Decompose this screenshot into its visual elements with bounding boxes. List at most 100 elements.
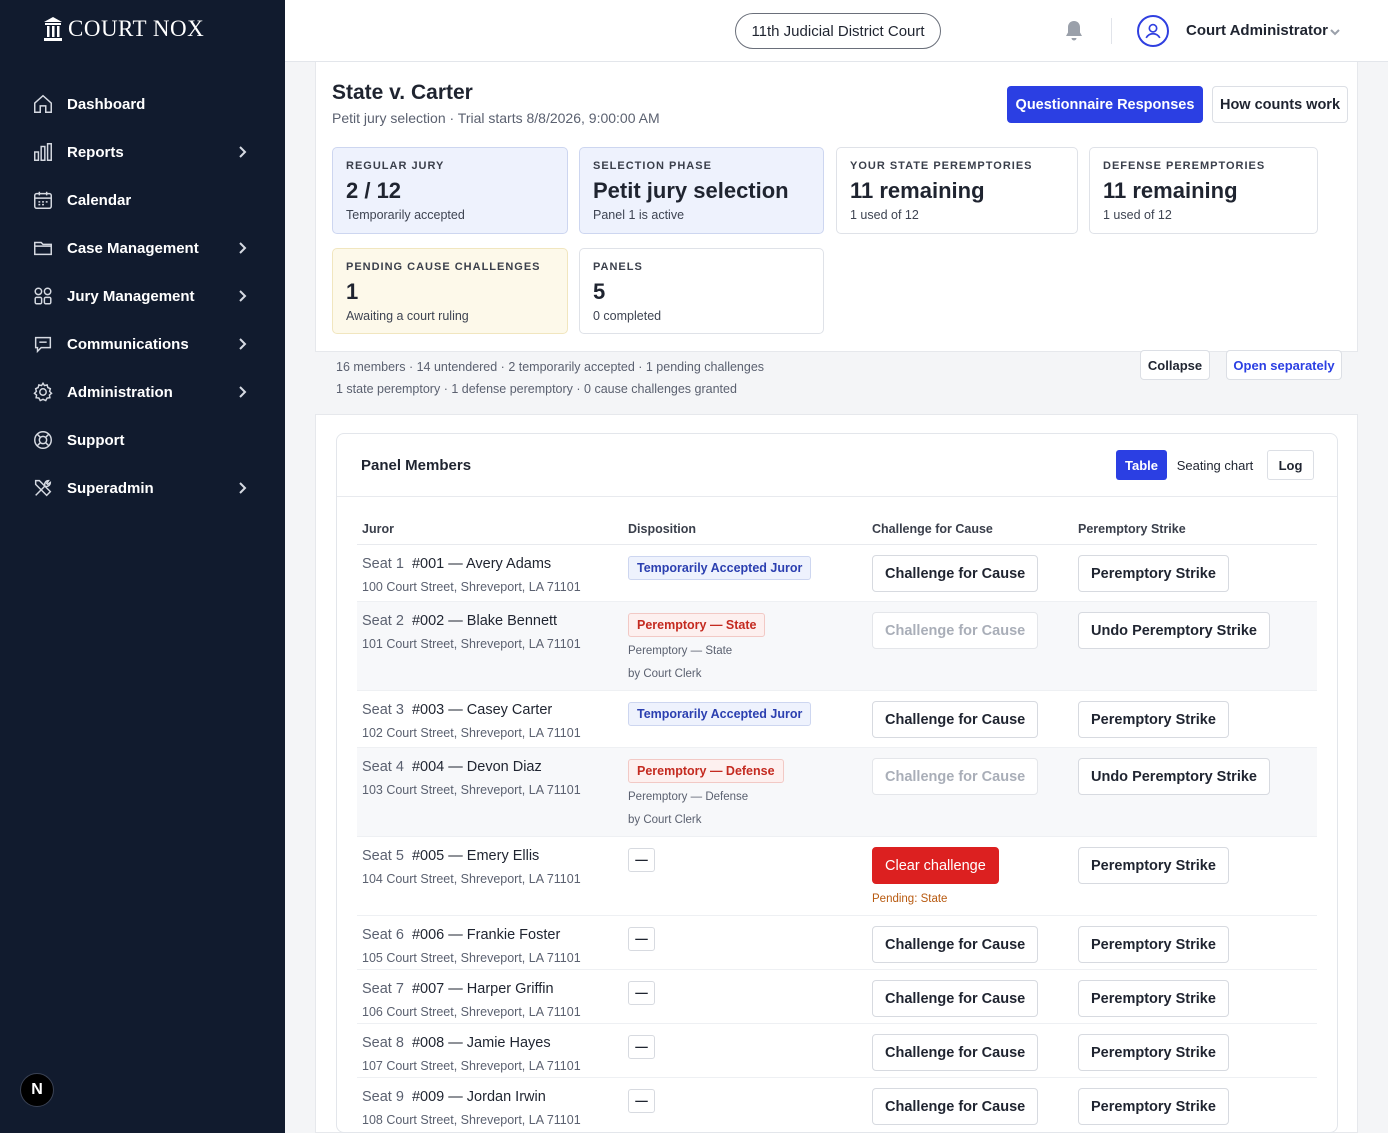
stat-regular-jury: REGULAR JURY 2 / 12 Temporarily accepted (332, 147, 568, 234)
peremptory-strike-button[interactable]: Peremptory Strike (1078, 1088, 1229, 1125)
sidebar-item-dashboard[interactable]: Dashboard (0, 80, 285, 128)
challenge-for-cause-button[interactable]: Challenge for Cause (872, 926, 1039, 963)
sidebar-item-reports[interactable]: Reports (0, 128, 285, 176)
peremptory-strike-button[interactable]: Peremptory Strike (1078, 847, 1229, 884)
chevron-right-icon (235, 145, 249, 159)
undo-peremptory-strike-button[interactable]: Undo Peremptory Strike (1078, 612, 1270, 649)
sidebar-item-calendar[interactable]: Calendar (0, 176, 285, 224)
sidebar-item-label: Administration (67, 383, 173, 401)
sidebar-item-case-management[interactable]: Case Management (0, 224, 285, 272)
juror-label: #009 — Jordan Irwin (411, 1089, 546, 1105)
column-header-juror: Juror (362, 522, 394, 536)
stat-label: YOUR STATE PEREMPTORIES (850, 160, 1033, 172)
peremptory-strike-button[interactable]: Peremptory Strike (1078, 1034, 1229, 1071)
juror-label: #008 — Jamie Hayes (411, 1035, 551, 1051)
tab-seating-chart[interactable]: Seating chart (1176, 457, 1254, 473)
panel-members-card: Panel Members Table Seating chart Log Ju… (336, 433, 1338, 1133)
disposition-badge: Peremptory — Defense (628, 759, 784, 783)
peremptory-strike-button[interactable]: Peremptory Strike (1078, 926, 1229, 963)
juror-label: #006 — Frankie Foster (411, 927, 561, 943)
stat-value: 1 (346, 279, 359, 304)
sidebar-item-label: Calendar (67, 191, 132, 209)
sidebar-item-administration[interactable]: Administration (0, 368, 285, 416)
court-selector[interactable]: 11th Judicial District Court (735, 13, 941, 49)
sidebar-item-label: Superadmin (67, 479, 154, 497)
stat-value: Petit jury selection (593, 178, 789, 203)
peremptory-strike-button[interactable]: Peremptory Strike (1078, 980, 1229, 1017)
juror-address: 106 Court Street, Shreveport, LA 71101 (362, 1005, 581, 1019)
stat-sub: Panel 1 is active (593, 208, 685, 222)
juror-label: #001 — Avery Adams (411, 556, 552, 572)
pillar-icon (44, 17, 62, 41)
challenge-for-cause-button[interactable]: Challenge for Cause (872, 1034, 1039, 1071)
sidebar-item-support[interactable]: Support (0, 416, 285, 464)
juror-name[interactable]: Seat 9 #009 — Jordan Irwin (362, 1089, 546, 1105)
grid-icon (31, 284, 55, 308)
challenge-for-cause-button[interactable]: Challenge for Cause (872, 612, 1039, 649)
challenge-for-cause-button[interactable]: Challenge for Cause (872, 758, 1039, 795)
juror-name[interactable]: Seat 4 #004 — Devon Diaz (362, 759, 542, 775)
disposition-by: by Court Clerk (628, 814, 702, 826)
stat-selection-phase: SELECTION PHASE Petit jury selection Pan… (579, 147, 824, 234)
stat-sub: 1 used of 12 (1103, 208, 1172, 222)
disposition-badge: Peremptory — State (628, 613, 766, 637)
challenge-for-cause-button[interactable]: Challenge for Cause (872, 980, 1039, 1017)
logo[interactable]: COURT NOX (42, 16, 204, 42)
juror-address: 100 Court Street, Shreveport, LA 71101 (362, 580, 581, 594)
juror-name[interactable]: Seat 3 #003 — Casey Carter (362, 702, 552, 718)
footer-badge[interactable]: N (20, 1073, 54, 1107)
seat-number: Seat 1 (362, 556, 404, 572)
challenge-for-cause-button[interactable]: Challenge for Cause (872, 701, 1039, 738)
undo-peremptory-strike-button[interactable]: Undo Peremptory Strike (1078, 758, 1270, 795)
bell-icon[interactable] (1063, 19, 1087, 43)
challenge-for-cause-button[interactable]: Challenge for Cause (872, 555, 1039, 592)
juror-name[interactable]: Seat 2 #002 — Blake Bennett (362, 613, 557, 629)
juror-name[interactable]: Seat 6 #006 — Frankie Foster (362, 927, 560, 943)
topbar: 11th Judicial District Court Court Admin… (285, 0, 1388, 62)
juror-address: 108 Court Street, Shreveport, LA 71101 (362, 1113, 581, 1127)
sidebar-item-communications[interactable]: Communications (0, 320, 285, 368)
juror-address: 103 Court Street, Shreveport, LA 71101 (362, 783, 581, 797)
sidebar-item-label: Jury Management (67, 287, 195, 305)
stat-label: PENDING CAUSE CHALLENGES (346, 261, 541, 273)
stat-pending-cause: PENDING CAUSE CHALLENGES 1 Awaiting a co… (332, 248, 568, 334)
juror-label: #004 — Devon Diaz (411, 759, 542, 775)
tab-table[interactable]: Table (1116, 450, 1167, 480)
juror-label: #002 — Blake Bennett (411, 613, 558, 629)
chevron-down-icon[interactable] (1329, 25, 1341, 37)
stat-value: 11 remaining (850, 178, 985, 203)
user-name[interactable]: Court Administrator (1186, 22, 1328, 39)
peremptory-strike-button[interactable]: Peremptory Strike (1078, 701, 1229, 738)
juror-name[interactable]: Seat 8 #008 — Jamie Hayes (362, 1035, 551, 1051)
juror-name[interactable]: Seat 7 #007 — Harper Griffin (362, 981, 554, 997)
how-counts-work-button[interactable]: How counts work (1212, 86, 1348, 123)
open-separately-button[interactable]: Open separately (1226, 350, 1342, 380)
challenge-for-cause-button[interactable]: Challenge for Cause (872, 1088, 1039, 1125)
juror-name[interactable]: Seat 1 #001 — Avery Adams (362, 556, 551, 572)
table-row: Seat 4 #004 — Devon Diaz 103 Court Street… (357, 748, 1317, 837)
juror-address: 107 Court Street, Shreveport, LA 71101 (362, 1059, 581, 1073)
juror-name[interactable]: Seat 5 #005 — Emery Ellis (362, 848, 539, 864)
brand-name: COURT NOX (68, 16, 205, 41)
table-row: Seat 8 #008 — Jamie Hayes 107 Court Stree… (357, 1024, 1317, 1078)
peremptory-strike-button[interactable]: Peremptory Strike (1078, 555, 1229, 592)
divider (357, 544, 1317, 545)
seat-number: Seat 2 (362, 613, 404, 629)
disposition-badge: — (628, 927, 655, 951)
clear-challenge-button[interactable]: Clear challenge (872, 847, 999, 884)
chevron-right-icon (235, 289, 249, 303)
column-header-disposition: Disposition (628, 522, 697, 536)
chevron-right-icon (235, 481, 249, 495)
sidebar-item-superadmin[interactable]: Superadmin (0, 464, 285, 512)
sidebar-item-jury-management[interactable]: Jury Management (0, 272, 285, 320)
seat-number: Seat 9 (362, 1089, 404, 1105)
seat-number: Seat 5 (362, 848, 404, 864)
sidebar-item-label: Communications (67, 335, 189, 353)
column-header-peremptory: Peremptory Strike (1078, 522, 1186, 536)
questionnaire-responses-button[interactable]: Questionnaire Responses (1007, 86, 1203, 123)
tab-log[interactable]: Log (1267, 450, 1314, 480)
user-avatar-icon[interactable] (1137, 15, 1169, 47)
collapse-button[interactable]: Collapse (1140, 350, 1210, 380)
seat-number: Seat 7 (362, 981, 404, 997)
juror-label: #003 — Casey Carter (411, 702, 553, 718)
